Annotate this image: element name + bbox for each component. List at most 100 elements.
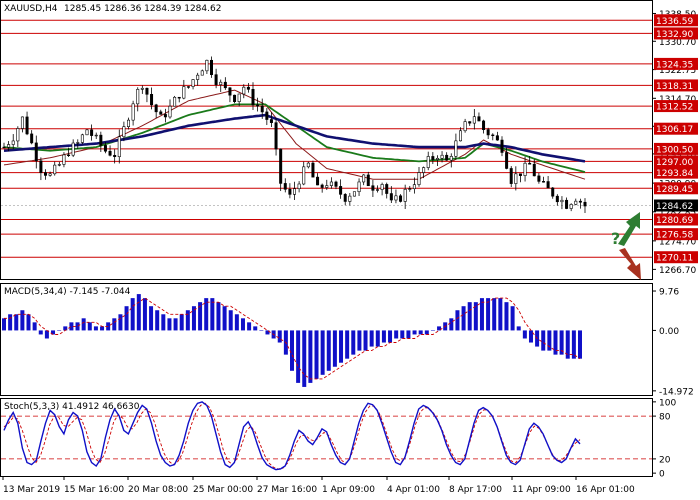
level-label-6: 1300.50 <box>656 145 693 155</box>
macd-bar <box>118 314 123 331</box>
candle-bull <box>362 174 366 183</box>
macd-bar <box>541 330 546 351</box>
candle-bull <box>435 157 439 160</box>
macd-tick-0: 9.76 <box>659 288 679 298</box>
candle-bull <box>182 86 186 99</box>
candle-bear <box>500 139 504 153</box>
macd-bar <box>191 306 196 331</box>
macd-bar <box>210 298 215 331</box>
candle-bear <box>366 174 370 187</box>
candle-bear <box>343 194 347 202</box>
candle-bear <box>578 200 582 203</box>
macd-bar <box>369 330 374 347</box>
macd-bar <box>155 310 160 331</box>
candle-bull <box>514 173 518 184</box>
candle-bear <box>551 187 555 197</box>
price-tick-2: 1322.75 <box>659 66 696 76</box>
candle-bull <box>306 162 310 168</box>
macd-bar <box>112 318 117 331</box>
macd-bar <box>486 298 491 331</box>
arrow-down-icon <box>619 248 641 280</box>
macd-title: MACD(5,34,4) -7.145 -7.044 <box>4 287 131 297</box>
candle-bear <box>288 189 292 195</box>
macd-bar <box>455 310 460 331</box>
candle-bear <box>25 116 29 135</box>
stoch-tick-2: 20 <box>659 455 671 465</box>
question-mark-icon: ? <box>611 229 620 248</box>
candle-bull <box>16 128 20 142</box>
macd-bar <box>136 294 141 331</box>
level-label-2: 1324.35 <box>656 60 693 70</box>
macd-tick-2: -14.972 <box>659 387 694 397</box>
candle-bear <box>389 193 393 201</box>
candle-bull <box>122 126 126 138</box>
macd-bar <box>290 330 294 371</box>
macd-bar <box>473 302 478 331</box>
candle-bull <box>574 200 578 205</box>
macd-pane-frame <box>0 283 653 396</box>
candle-bear <box>339 186 343 195</box>
macd-bar <box>265 330 270 335</box>
macd-bar <box>320 330 325 375</box>
macd-bar <box>124 306 129 331</box>
level-label-5: 1306.17 <box>656 125 693 135</box>
candle-bull <box>297 183 301 190</box>
price-tick-7: 1282.85 <box>659 208 696 218</box>
candle-bull <box>426 156 430 168</box>
macd-bar <box>185 310 190 331</box>
candle-bear <box>385 184 389 194</box>
current-price-label: 1284.62 <box>656 202 693 212</box>
candle-bull <box>458 130 462 142</box>
macd-bar <box>363 330 368 351</box>
macd-signal-line <box>4 297 581 380</box>
candle-bear <box>583 201 587 207</box>
level-label-9: 1289.45 <box>656 185 693 195</box>
candle-bear <box>186 86 190 88</box>
macd-bar <box>216 302 221 331</box>
macd-bar <box>510 306 515 331</box>
macd-bar <box>228 310 233 331</box>
macd-bar <box>240 318 245 331</box>
level-label-bg-2 <box>654 57 698 70</box>
candle-bear <box>154 104 158 113</box>
macd-bar <box>259 330 264 331</box>
chart-symbol: XAUUSD,H4 <box>4 4 58 14</box>
macd-bar <box>522 330 527 339</box>
candle-bear <box>279 148 283 184</box>
candle-bear <box>145 87 149 95</box>
macd-bar <box>167 318 172 331</box>
candle-bull <box>219 81 223 85</box>
level-label-bg-6 <box>654 142 698 155</box>
macd-bar <box>63 326 68 331</box>
candle-bull <box>440 154 444 159</box>
macd-bar <box>528 330 533 343</box>
macd-bar <box>149 306 154 331</box>
candle-bull <box>20 116 24 129</box>
macd-bar <box>553 330 558 355</box>
macd-bar <box>381 330 386 343</box>
candle-bull <box>569 204 573 209</box>
macd-bar <box>198 302 203 331</box>
level-label-7: 1297.00 <box>656 158 693 168</box>
macd-bar <box>479 298 484 331</box>
macd-bar <box>32 322 37 331</box>
macd-bar <box>326 330 331 371</box>
level-labels: 1336.59 1332.90 1324.35 1318.31 1312.52 1306.… <box>654 14 698 264</box>
candle-bear <box>532 163 536 177</box>
stoch-lines <box>3 401 581 471</box>
candle-bull <box>412 184 416 190</box>
macd-bar <box>130 298 135 331</box>
candle-bear <box>43 172 47 176</box>
level-label-8: 1293.84 <box>656 169 693 179</box>
candle-bull <box>348 195 352 202</box>
candle-bear <box>505 152 509 169</box>
macd-bar <box>424 330 429 335</box>
price-tick-1: 1330.70 <box>659 38 696 48</box>
macd-bar <box>277 330 282 343</box>
candle-bear <box>518 173 522 176</box>
candle-bear <box>537 175 541 182</box>
macd-bar <box>38 330 43 335</box>
candle-bull <box>394 195 398 201</box>
